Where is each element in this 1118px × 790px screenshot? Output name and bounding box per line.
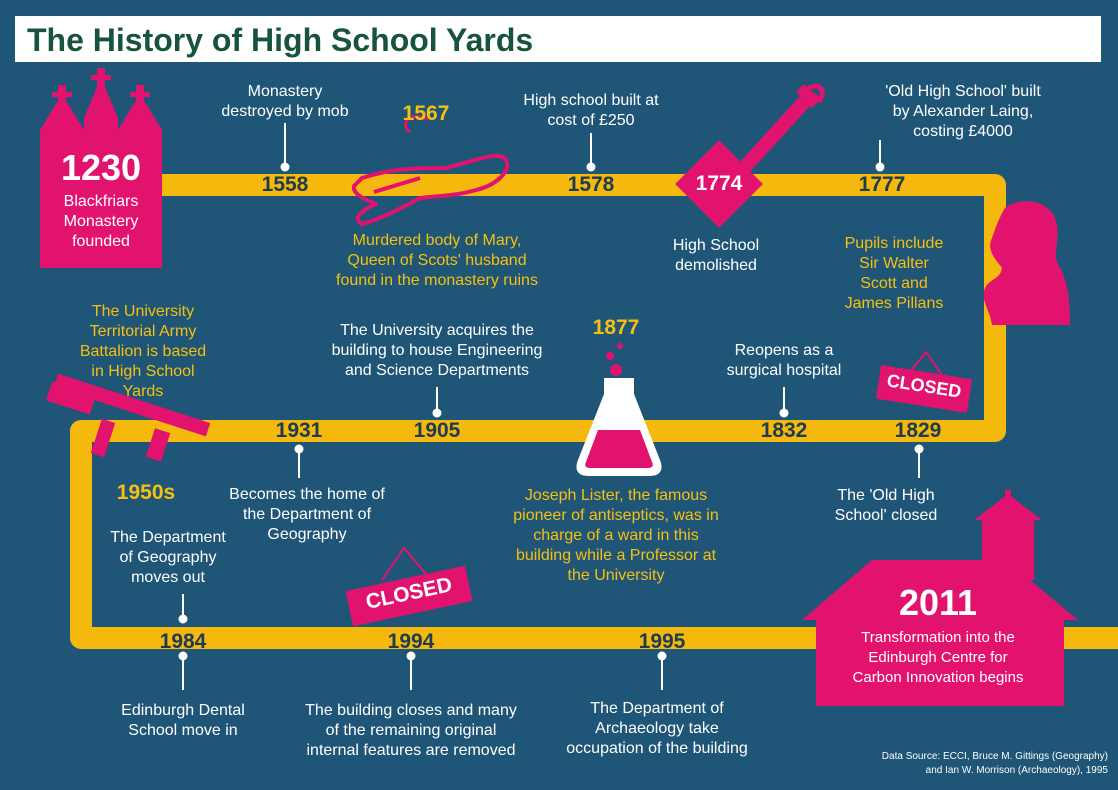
label-1774: High School demolished <box>672 237 760 274</box>
label-1777: 'Old High School' built by Alexander Lain… <box>885 83 1041 140</box>
year-1829: 1829 <box>894 419 942 442</box>
label-1877: Joseph Lister, the famous pioneer of anti… <box>513 487 719 584</box>
year-1230: 1230 <box>60 147 142 188</box>
year-1567: 1567 <box>402 102 450 125</box>
title-banner: The History of High School Yards <box>15 16 1101 62</box>
building-icon <box>802 490 1078 706</box>
label-1558: Monastery destroyed by mob <box>221 83 349 120</box>
tick-markers <box>178 123 924 690</box>
cathedral-icon <box>40 68 162 268</box>
label-1230: Blackfriars Monastery founded <box>63 193 139 250</box>
label-1578: High school built at cost of £250 <box>523 92 659 129</box>
year-1994: 1994 <box>387 630 435 653</box>
page-title: The History of High School Yards <box>27 22 534 58</box>
label-2011: Transformation into the Edinburgh Centre … <box>852 629 1024 686</box>
timeline-path <box>70 174 1118 649</box>
year-1578: 1578 <box>567 173 615 196</box>
label-1777-pupils: Pupils include Sir Walter Scott and James P… <box>844 235 944 312</box>
year-1832: 1832 <box>760 419 808 442</box>
year-1877: 1877 <box>592 316 640 339</box>
label-1994: The building closes and many of the remai… <box>305 702 517 759</box>
label-1984: Edinburgh Dental School move in <box>121 702 245 739</box>
label-1950s: The University Territorial Army Battalion … <box>79 303 207 400</box>
label-geography-moves-out: The Department of Geography moves out <box>110 529 226 586</box>
label-1995: The Department of Archaeology take occupat… <box>566 700 748 757</box>
year-1984: 1984 <box>159 630 207 653</box>
chalk-outline-icon <box>351 153 510 226</box>
year-1777: 1777 <box>858 173 906 196</box>
year-1905: 1905 <box>413 419 461 442</box>
year-1931: 1931 <box>275 419 323 442</box>
portrait-silhouette-icon <box>983 201 1070 325</box>
diamond-1774 <box>675 140 763 228</box>
spade-icon <box>738 83 825 174</box>
label-1931: Becomes the home of the Department of Geog… <box>229 486 385 543</box>
rifle-icon <box>46 373 211 462</box>
year-2011: 2011 <box>898 582 978 623</box>
closed-sign-icon <box>345 350 973 627</box>
year-1995: 1995 <box>638 630 686 653</box>
flask-icon <box>576 343 662 476</box>
label-1832: Reopens as a surgical hospital <box>726 342 842 379</box>
label-1567: Murdered body of Mary, Queen of Scots' hu… <box>336 232 538 289</box>
year-1950s: 1950s <box>116 481 176 504</box>
data-source: Data Source: ECCI, Bruce M. Gittings (Ge… <box>881 751 1108 776</box>
year-1774: 1774 <box>695 172 743 195</box>
year-1558: 1558 <box>261 173 309 196</box>
label-1905: The University acquires the building to h… <box>331 322 543 379</box>
label-1829: The 'Old High School' closed <box>834 487 938 524</box>
